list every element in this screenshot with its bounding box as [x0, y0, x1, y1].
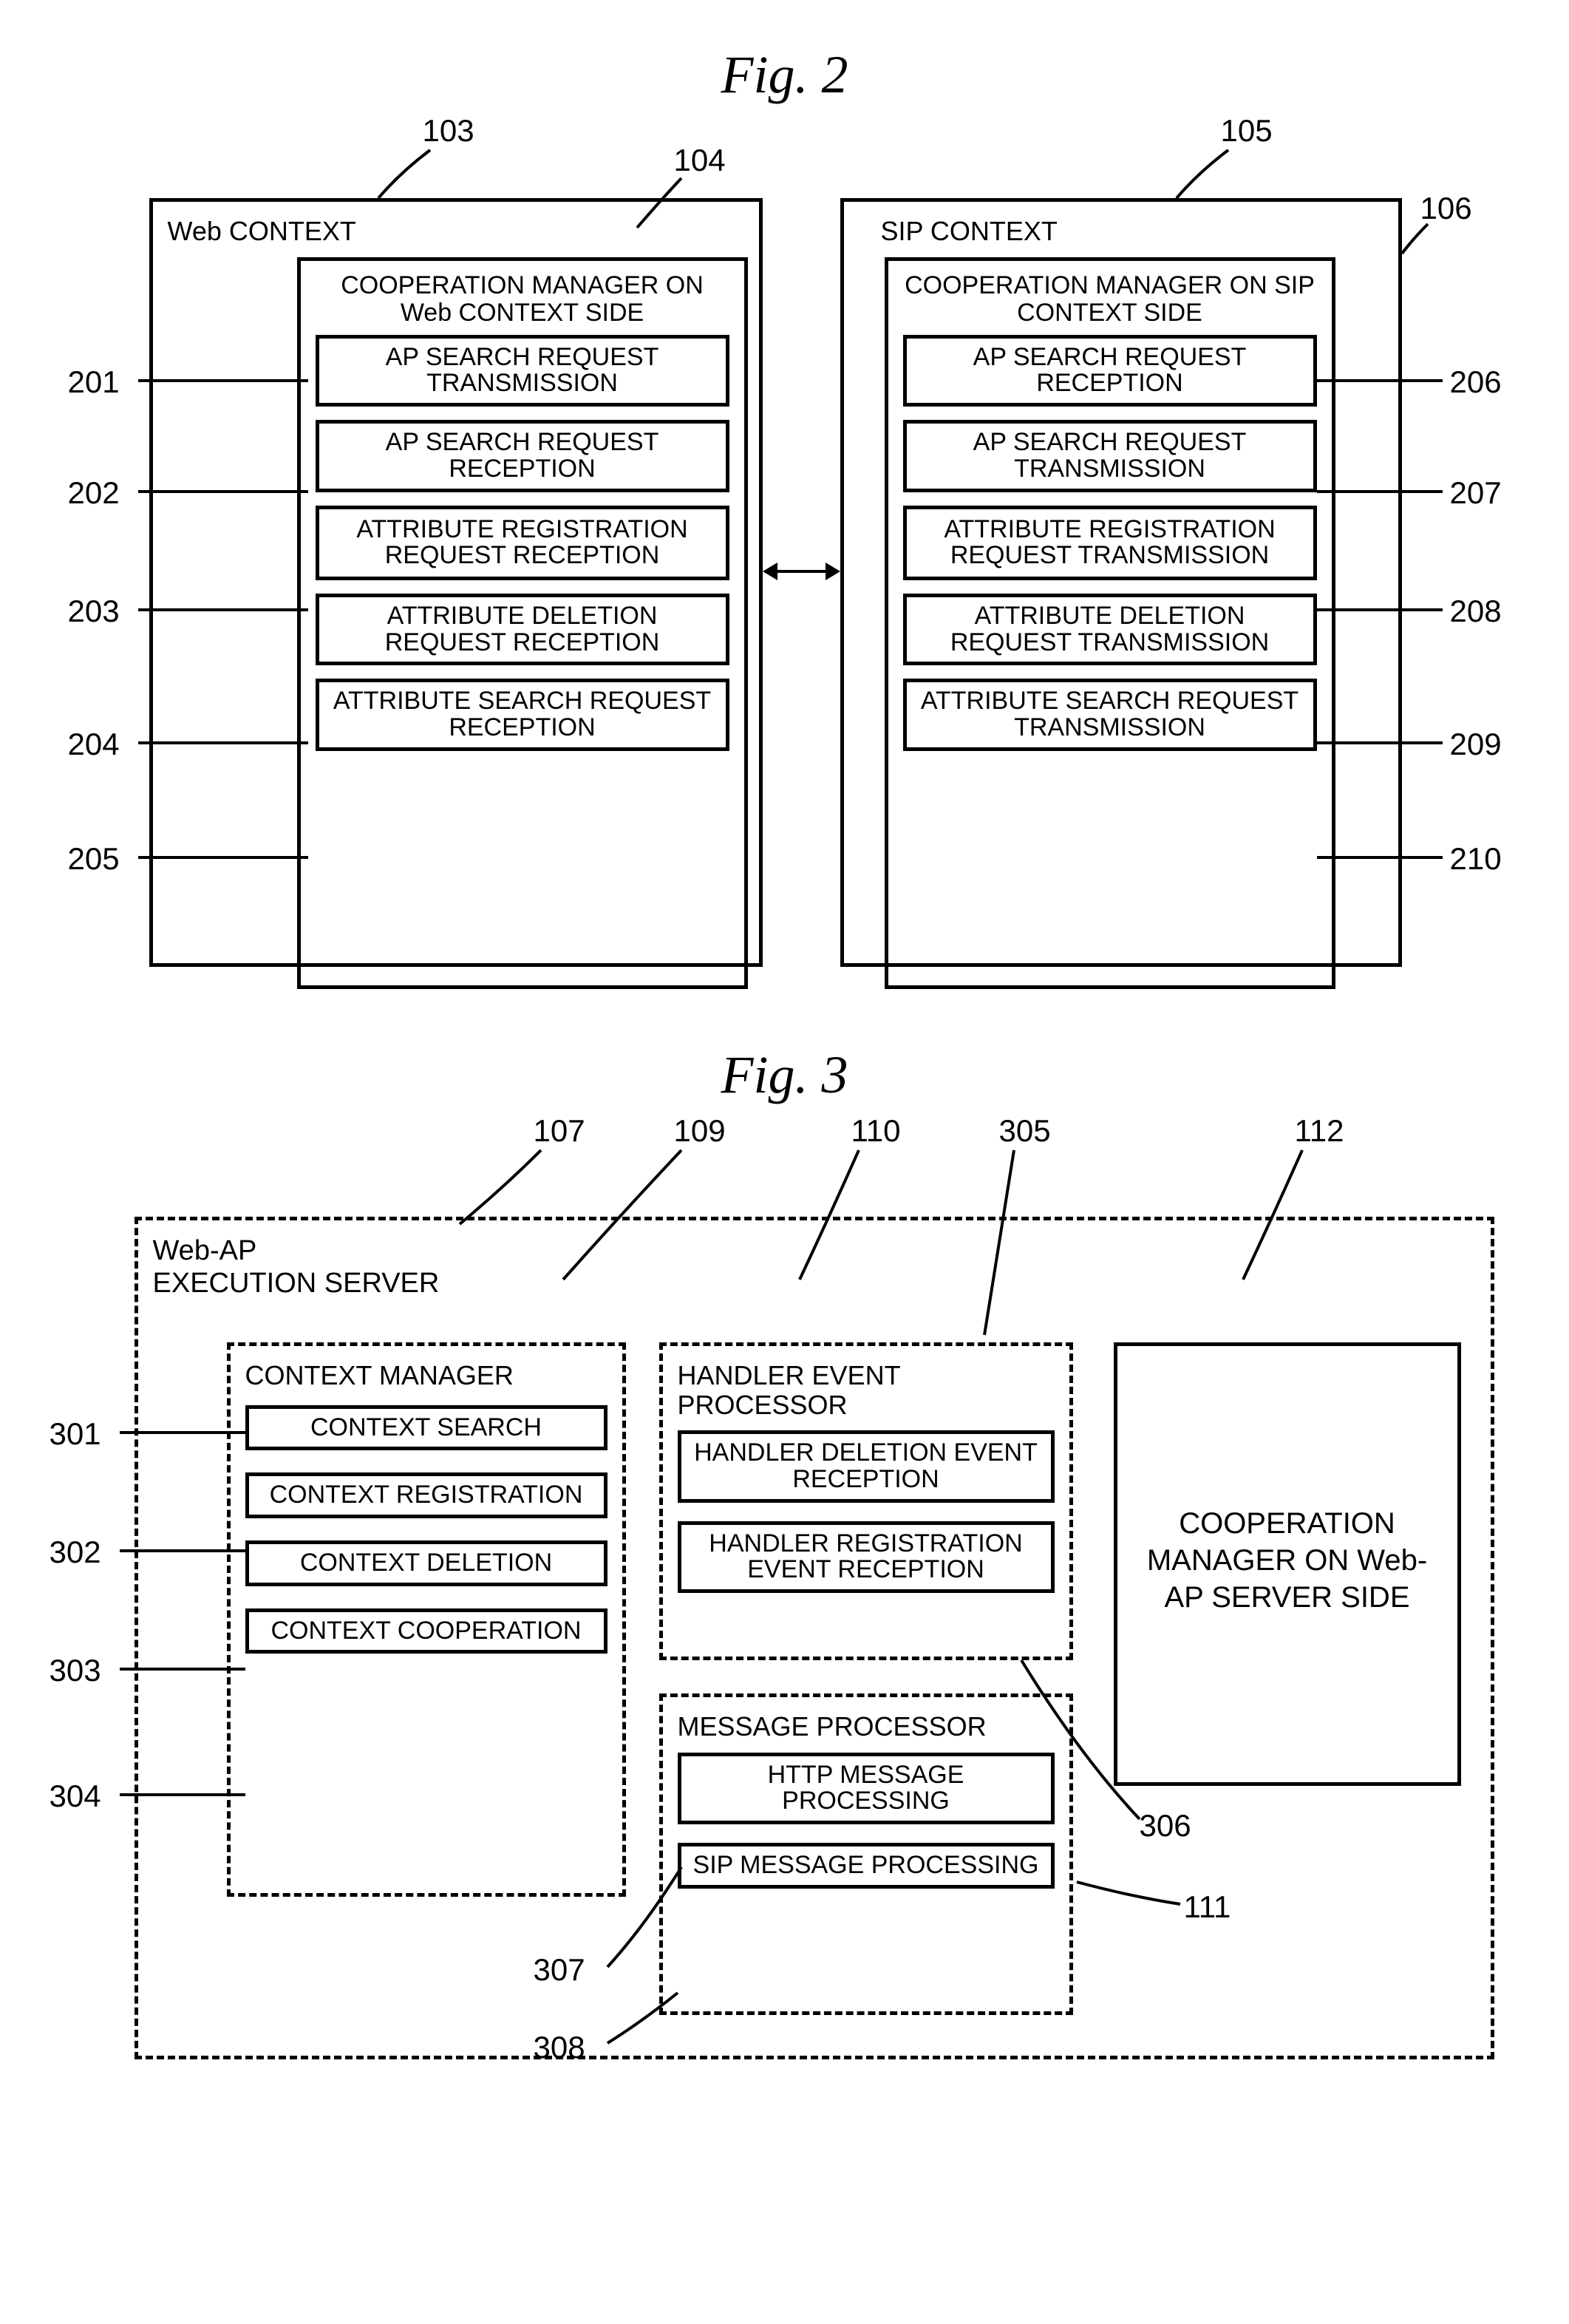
web-item-4: ATTRIBUTE SEARCH REQUEST RECEPTION — [316, 679, 729, 750]
double-arrow — [763, 553, 840, 590]
web-item-3: ATTRIBUTE DELETION REQUEST RECEPTION — [316, 594, 729, 665]
sip-coop-mgr-title: COOPERATION MANAGER ON SIP CONTEXT SIDE — [903, 272, 1317, 327]
sip-item-0: AP SEARCH REQUEST RECEPTION — [903, 335, 1317, 407]
web-item-0: AP SEARCH REQUEST TRANSMISSION — [316, 335, 729, 407]
web-coop-mgr-title: COOPERATION MANAGER ON Web CONTEXT SIDE — [316, 272, 729, 327]
sip-context-title: SIP CONTEXT — [859, 217, 1383, 246]
sip-item-1: AP SEARCH REQUEST TRANSMISSION — [903, 420, 1317, 492]
sip-item-4: ATTRIBUTE SEARCH REQUEST TRANSMISSION — [903, 679, 1317, 750]
web-coop-mgr: COOPERATION MANAGER ON Web CONTEXT SIDE … — [297, 257, 748, 989]
sip-item-3: ATTRIBUTE DELETION REQUEST TRANSMISSION — [903, 594, 1317, 665]
web-item-1: AP SEARCH REQUEST RECEPTION — [316, 420, 729, 492]
web-item-2: ATTRIBUTE REGISTRATION REQUEST RECEPTION — [316, 506, 729, 580]
sip-item-2: ATTRIBUTE REGISTRATION REQUEST TRANSMISS… — [903, 506, 1317, 580]
fig3-title: Fig. 3 — [30, 1044, 1539, 1106]
fig3: 107 109 110 305 112 Web-APEXECUTION SERV… — [31, 1113, 1539, 2074]
sip-coop-mgr: COOPERATION MANAGER ON SIP CONTEXT SIDE … — [885, 257, 1335, 989]
fig2: 103 104 105 106 Web CONTEXT COOPERATION … — [31, 113, 1539, 985]
fig2-title: Fig. 2 — [30, 44, 1539, 106]
